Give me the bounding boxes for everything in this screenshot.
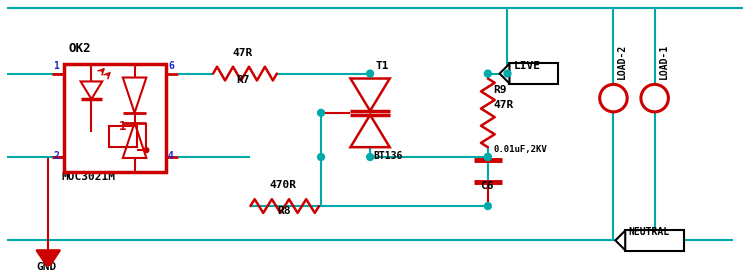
Text: 0.01uF,2KV: 0.01uF,2KV <box>494 145 548 154</box>
Polygon shape <box>500 64 509 83</box>
Text: 1: 1 <box>119 120 127 133</box>
Bar <box>509 63 559 84</box>
Bar <box>626 230 684 251</box>
Text: 47R: 47R <box>494 100 514 110</box>
Text: 2: 2 <box>53 151 59 161</box>
Text: MOC3021M: MOC3021M <box>62 172 116 182</box>
Text: OK2: OK2 <box>69 42 92 55</box>
Text: GND: GND <box>37 262 57 271</box>
Text: 47R: 47R <box>232 48 253 58</box>
Text: 6: 6 <box>168 61 174 71</box>
Circle shape <box>641 84 668 112</box>
Bar <box>64 64 166 172</box>
Text: LOAD-1: LOAD-1 <box>658 43 668 79</box>
Circle shape <box>484 154 491 160</box>
Polygon shape <box>616 231 626 250</box>
Circle shape <box>484 70 491 77</box>
Circle shape <box>484 154 491 160</box>
Circle shape <box>317 154 325 160</box>
Text: R8: R8 <box>277 206 290 216</box>
Text: NEUTRAL: NEUTRAL <box>628 227 669 237</box>
Bar <box>109 125 136 147</box>
Text: 1: 1 <box>53 61 59 71</box>
Text: R7: R7 <box>237 75 250 85</box>
Circle shape <box>144 148 148 153</box>
Text: R9: R9 <box>494 85 507 95</box>
Text: 4: 4 <box>168 151 174 161</box>
Circle shape <box>367 154 374 160</box>
Text: BT136: BT136 <box>373 151 403 161</box>
Circle shape <box>600 84 627 112</box>
Text: LOAD-2: LOAD-2 <box>617 43 627 79</box>
Circle shape <box>504 70 511 77</box>
Circle shape <box>367 70 374 77</box>
Circle shape <box>317 109 325 116</box>
Text: LIVE: LIVE <box>513 61 540 71</box>
Polygon shape <box>37 250 60 268</box>
Text: 470R: 470R <box>269 180 296 191</box>
Circle shape <box>484 203 491 209</box>
Text: T1: T1 <box>375 61 388 71</box>
Text: C6: C6 <box>480 181 494 191</box>
